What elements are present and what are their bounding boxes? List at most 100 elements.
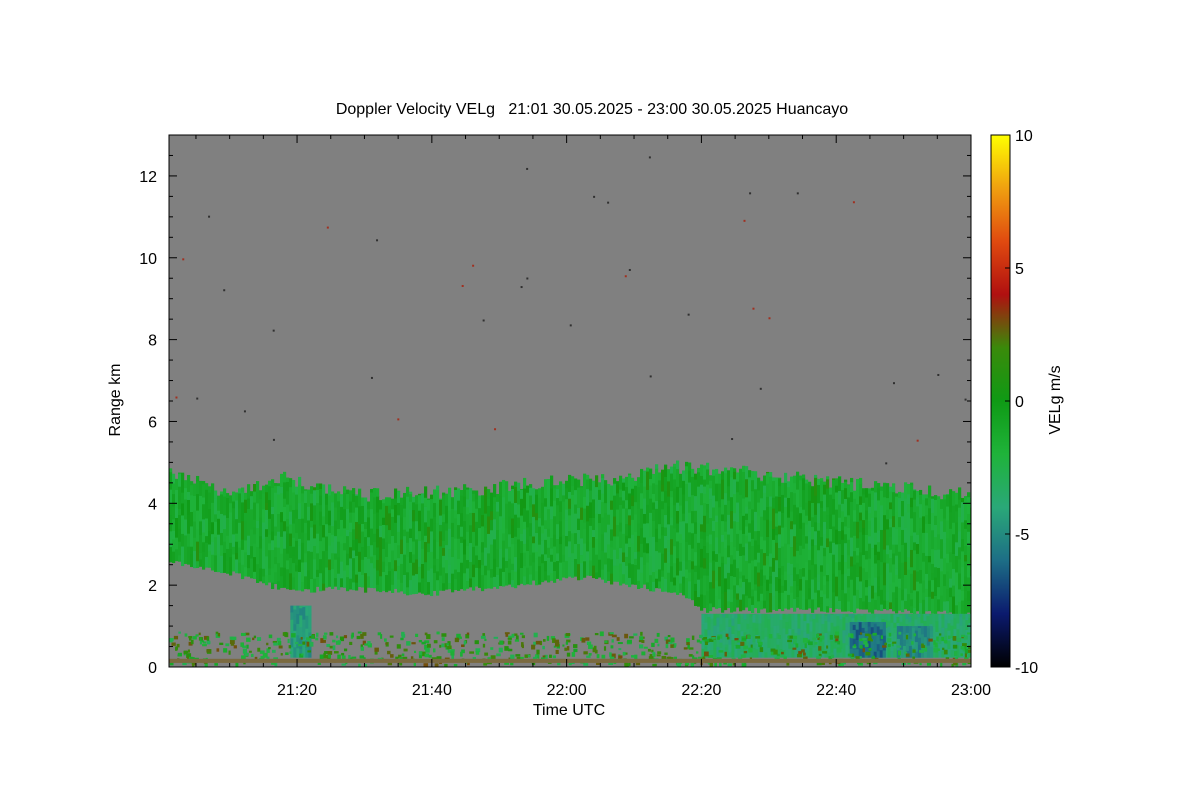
precip-cell bbox=[728, 619, 732, 627]
echo-cell bbox=[775, 495, 779, 514]
echo-cell bbox=[766, 600, 770, 613]
echo-cell bbox=[772, 539, 776, 558]
echo-cell bbox=[694, 565, 698, 572]
echo-cell bbox=[793, 555, 797, 568]
clutter-cell bbox=[691, 635, 695, 641]
precip-cell bbox=[755, 622, 759, 629]
clutter-cell bbox=[828, 656, 833, 662]
clutter-cell bbox=[202, 644, 207, 647]
echo-cell bbox=[697, 486, 701, 504]
precip-cell bbox=[884, 646, 888, 658]
echo-cell bbox=[730, 563, 734, 577]
echo-cell bbox=[592, 480, 596, 482]
echo-cell bbox=[244, 539, 248, 553]
echo-cell bbox=[913, 541, 917, 551]
echo-cell bbox=[757, 514, 761, 532]
echo-cell bbox=[463, 553, 467, 574]
echo-cell bbox=[577, 479, 581, 488]
echo-cell bbox=[520, 533, 524, 542]
echo-cell bbox=[286, 490, 290, 505]
echo-cell bbox=[421, 493, 425, 504]
echo-cell bbox=[886, 518, 890, 530]
clutter-cell bbox=[552, 638, 556, 643]
echo-cell bbox=[640, 492, 644, 509]
precip-cell bbox=[710, 613, 714, 619]
echo-cell bbox=[466, 487, 470, 490]
clutter-cell bbox=[699, 634, 704, 639]
echo-cell bbox=[433, 489, 437, 503]
echo-cell bbox=[658, 499, 662, 517]
precip-cell bbox=[722, 644, 726, 658]
precip-cell bbox=[812, 613, 816, 619]
clutter-cell bbox=[319, 654, 324, 660]
precip-cell bbox=[902, 626, 907, 635]
echo-cell bbox=[487, 569, 491, 589]
echo-cell bbox=[250, 545, 254, 559]
echo-cell bbox=[790, 574, 794, 587]
clutter-cell bbox=[961, 643, 967, 648]
precip-cell bbox=[890, 613, 894, 623]
echo-cell bbox=[769, 520, 773, 537]
echo-cell bbox=[757, 572, 761, 587]
clutter-cell bbox=[711, 636, 716, 640]
echo-cell bbox=[520, 552, 524, 569]
precip-cell bbox=[893, 632, 897, 639]
echo-cell bbox=[226, 548, 230, 561]
echo-cell bbox=[367, 501, 371, 510]
echo-cell bbox=[796, 506, 800, 515]
echo-cell bbox=[217, 495, 221, 511]
echo-cell bbox=[778, 547, 782, 569]
precip-cell bbox=[863, 615, 867, 624]
echo-cell bbox=[718, 585, 722, 600]
noise-point bbox=[687, 313, 690, 316]
echo-cell bbox=[280, 486, 284, 494]
echo-cell bbox=[781, 573, 785, 586]
clutter-cell bbox=[594, 649, 598, 654]
echo-cell bbox=[532, 552, 536, 563]
echo-cell bbox=[763, 485, 767, 493]
echo-cell bbox=[178, 514, 182, 529]
echo-cell bbox=[871, 547, 875, 567]
echo-cell bbox=[886, 573, 890, 593]
clutter-cell bbox=[759, 647, 764, 653]
echo-cell bbox=[436, 570, 440, 581]
clutter-cell bbox=[425, 647, 430, 653]
echo-cell bbox=[919, 494, 923, 505]
echo-cell bbox=[391, 550, 395, 569]
echo-cell bbox=[457, 513, 461, 526]
precip-cell bbox=[896, 613, 900, 617]
precip-cell bbox=[947, 640, 951, 650]
clutter-cell bbox=[627, 639, 632, 644]
precip-cell bbox=[941, 639, 945, 651]
precip-cell bbox=[866, 613, 870, 622]
echo-cell bbox=[901, 529, 905, 546]
echo-cell bbox=[418, 581, 422, 593]
clutter-cell bbox=[703, 651, 709, 657]
echo-cell bbox=[373, 567, 377, 589]
echo-cell bbox=[895, 555, 899, 569]
clutter-cell bbox=[829, 634, 833, 640]
echo-cell bbox=[922, 552, 926, 562]
y-tick-label: 4 bbox=[148, 496, 157, 513]
echo-cell bbox=[622, 478, 626, 483]
echo-cell bbox=[808, 500, 812, 521]
echo-cell bbox=[289, 478, 293, 488]
echo-cell bbox=[946, 506, 950, 521]
echo-cell bbox=[880, 486, 884, 491]
echo-cell bbox=[889, 491, 893, 503]
precip-cell bbox=[755, 613, 759, 624]
echo-cell bbox=[379, 500, 383, 510]
echo-cell bbox=[265, 491, 269, 503]
echo-cell bbox=[826, 546, 830, 564]
echo-cell bbox=[715, 515, 719, 522]
echo-cell bbox=[937, 598, 941, 612]
noise-point bbox=[624, 275, 627, 278]
echo-cell bbox=[790, 476, 794, 493]
echo-cell bbox=[334, 535, 338, 554]
echo-cell bbox=[661, 491, 665, 502]
echo-cell bbox=[274, 526, 278, 536]
echo-cell bbox=[853, 535, 857, 552]
echo-cell bbox=[721, 556, 725, 563]
echo-cell bbox=[247, 554, 251, 569]
clutter-cell bbox=[335, 640, 341, 645]
